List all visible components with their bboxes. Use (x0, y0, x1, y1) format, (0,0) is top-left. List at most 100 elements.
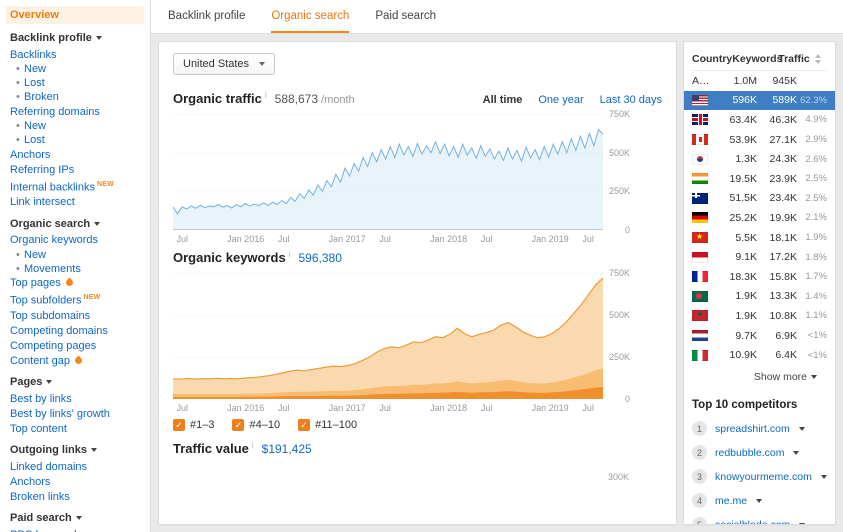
organic-traffic-title: Organic traffic (173, 91, 262, 106)
country-row-germany[interactable]: Germany25.2K19.9K2.1% (692, 208, 827, 228)
sidebar-item-anchors[interactable]: Anchors (10, 474, 144, 489)
sidebar-item-backlinks[interactable]: Backlinks (10, 47, 144, 62)
range-last-30-days[interactable]: Last 30 days (600, 94, 662, 106)
country-row-australia[interactable]: Australia51.5K23.4K2.5% (692, 189, 827, 209)
sidebar-item-content-gap[interactable]: Content gap (10, 353, 144, 368)
position-filter-1-3[interactable]: #1–3 (173, 419, 214, 431)
checkbox-checked-icon[interactable] (173, 419, 185, 431)
sidebar-item-competing-pages[interactable]: Competing pages (10, 338, 144, 353)
checkbox-checked-icon[interactable] (232, 419, 244, 431)
flag-vn-icon (692, 232, 708, 243)
keywords-value: 1.3K (711, 153, 757, 165)
chevron-down-icon[interactable] (756, 499, 762, 503)
sidebar-item-broken-links[interactable]: Broken links (10, 489, 144, 504)
country-row-banglad[interactable]: Banglad...1.9K13.3K1.4% (692, 287, 827, 307)
traffic-percent: 1.9% (797, 232, 827, 243)
traffic-value: 19.9K (757, 212, 797, 224)
traffic-value-amount[interactable]: $191,425 (262, 442, 312, 456)
tab-backlink-profile[interactable]: Backlink profile (168, 0, 245, 33)
sidebar-item-best-by-links-growth[interactable]: Best by links' growth (10, 406, 144, 421)
competitor-link[interactable]: socialblade.com (715, 519, 790, 525)
sidebar-item-backlink-profile[interactable]: Backlink profile (10, 31, 144, 45)
position-filter-4-10[interactable]: #4–10 (232, 419, 280, 431)
country-row-netherla[interactable]: Netherla...9.7K6.9K<1% (692, 326, 827, 346)
country-row-united-k[interactable]: United K...63.4K46.3K4.9% (692, 110, 827, 130)
x-axis-label: Jan 2019 (532, 234, 569, 244)
sidebar-item-referring-domains[interactable]: Referring domains (10, 104, 144, 119)
chevron-down-icon (76, 516, 82, 520)
country-row-canada[interactable]: Canada53.9K27.1K2.9% (692, 130, 827, 150)
country-row-all-count[interactable]: All count...1.0M945K (692, 71, 827, 91)
tab-paid-search[interactable]: Paid search (375, 0, 436, 33)
sidebar-item-best-by-links[interactable]: Best by links (10, 391, 144, 406)
flag-fr-icon (692, 271, 708, 282)
sidebar-item-new[interactable]: New (10, 248, 144, 262)
traffic-line-chart (173, 114, 603, 230)
sidebar-item-linked-domains[interactable]: Linked domains (10, 459, 144, 474)
sidebar-item-new[interactable]: New (10, 62, 144, 76)
sidebar-item-paid-search[interactable]: Paid search (10, 511, 144, 525)
country-row-france[interactable]: France18.3K15.8K1.7% (692, 267, 827, 287)
organic-keywords-value[interactable]: 596,380 (299, 251, 342, 265)
range-all-time[interactable]: All time (483, 94, 523, 106)
sidebar-item-ppc-keywords[interactable]: PPC keywords (10, 527, 144, 532)
column-keywords[interactable]: Keywords (732, 53, 778, 65)
new-badge: NEW (97, 181, 114, 188)
sidebar-item-pages[interactable]: Pages (10, 375, 144, 389)
keywords-value: 9.1K (711, 251, 757, 263)
sidebar-item-movements[interactable]: Movements (10, 262, 144, 276)
keywords-value: 18.3K (711, 271, 757, 283)
sidebar-item-competing-domains[interactable]: Competing domains (10, 323, 144, 338)
chevron-down-icon (96, 36, 102, 40)
flag-gb-icon (692, 114, 708, 125)
checkbox-checked-icon[interactable] (298, 419, 310, 431)
country-row-morocco[interactable]: Morocco1.9K10.8K1.1% (692, 306, 827, 326)
competitor-row-redbubble-com: 2redbubble.com (692, 441, 827, 465)
show-more-button[interactable]: Show more (692, 365, 827, 389)
sidebar-item-lost[interactable]: Lost (10, 76, 144, 90)
range-one-year[interactable]: One year (538, 94, 583, 106)
country-row-italy[interactable]: Italy10.9K6.4K<1% (692, 345, 827, 365)
flag-ca-icon (692, 134, 708, 145)
chevron-down-icon[interactable] (799, 523, 805, 525)
sidebar-item-internal-backlinks[interactable]: Internal backlinksNEW (10, 177, 144, 195)
tab-bar: Backlink profile Organic search Paid sea… (151, 0, 843, 34)
competitor-link[interactable]: redbubble.com (715, 447, 784, 459)
sort-icon[interactable] (815, 54, 822, 64)
competitor-link[interactable]: me.me (715, 495, 747, 507)
country-select[interactable]: United States (173, 53, 275, 75)
sidebar-item-referring-ips[interactable]: Referring IPs (10, 162, 144, 177)
sidebar-item-organic-keywords[interactable]: Organic keywords (10, 233, 144, 248)
country-row-united-s[interactable]: United S...596K589K62.3% (684, 91, 835, 111)
country-row-vietnam[interactable]: Vietnam5.5K18.1K1.9% (692, 228, 827, 248)
sidebar-item-top-content[interactable]: Top content (10, 421, 144, 436)
chevron-down-icon[interactable] (793, 451, 799, 455)
sidebar-item-top-pages[interactable]: Top pages (10, 276, 144, 291)
country-row-indonesia[interactable]: Indonesia9.1K17.2K1.8% (692, 247, 827, 267)
competitor-link[interactable]: spreadshirt.com (715, 423, 790, 435)
sidebar-item-link-intersect[interactable]: Link intersect (10, 195, 144, 210)
sidebar-item-lost[interactable]: Lost (10, 133, 144, 147)
country-row-korea[interactable]: Korea1.3K24.3K2.6% (692, 149, 827, 169)
sidebar-item-top-subdomains[interactable]: Top subdomains (10, 308, 144, 323)
chevron-down-icon[interactable] (799, 427, 805, 431)
sidebar-item-label: Backlink profile (10, 32, 92, 44)
competitor-link[interactable]: knowyourmeme.com (715, 471, 812, 483)
sidebar-item-top-subfolders[interactable]: Top subfoldersNEW (10, 291, 144, 309)
keywords-value: 5.5K (711, 232, 757, 244)
tab-organic-search[interactable]: Organic search (271, 0, 349, 33)
sidebar-item-organic-search[interactable]: Organic search (10, 217, 144, 231)
sidebar-item-overview[interactable]: Overview (6, 6, 144, 24)
position-filter-11-100[interactable]: #11–100 (298, 419, 357, 431)
country-row-india[interactable]: India19.5K23.9K2.5% (692, 169, 827, 189)
sidebar-item-label: Linked domains (10, 461, 87, 473)
sidebar-item-new[interactable]: New (10, 119, 144, 133)
sidebar-item-label: Best by links' growth (10, 408, 110, 420)
sidebar-item-broken[interactable]: Broken (10, 90, 144, 104)
traffic-percent: 62.3% (797, 95, 827, 106)
column-country[interactable]: Country (692, 53, 732, 65)
chevron-down-icon[interactable] (821, 475, 827, 479)
column-traffic[interactable]: Traffic (778, 53, 810, 65)
sidebar-item-outgoing-links[interactable]: Outgoing links (10, 443, 144, 457)
sidebar-item-anchors[interactable]: Anchors (10, 147, 144, 162)
